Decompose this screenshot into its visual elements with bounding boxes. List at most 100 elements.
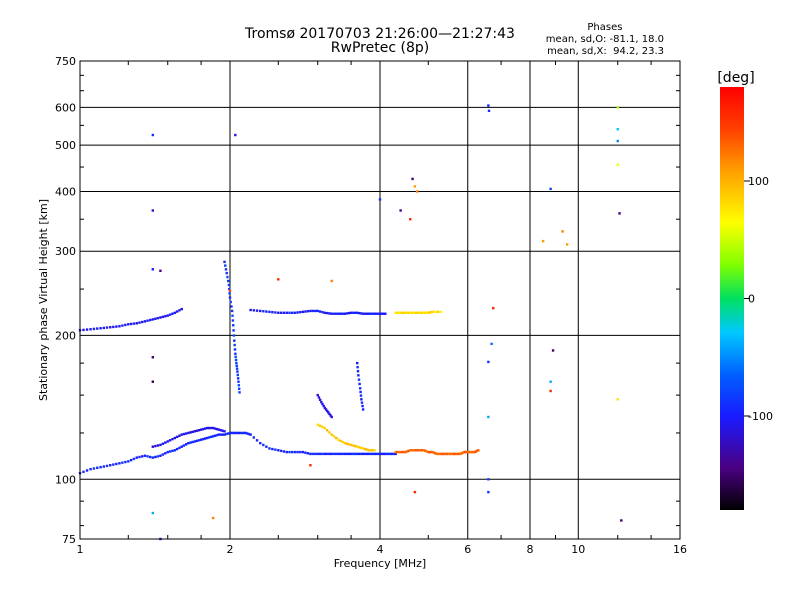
trace-point — [191, 440, 194, 444]
trace-point — [175, 435, 179, 439]
trace-point — [456, 452, 460, 456]
trace-point — [102, 326, 106, 330]
trace-point — [306, 452, 310, 455]
trace-point — [141, 455, 144, 458]
trace-point — [435, 452, 438, 456]
trace-point — [207, 436, 211, 439]
trace-point — [121, 461, 124, 464]
trace-point — [159, 443, 162, 447]
scatter-point — [228, 289, 232, 292]
trace-point — [164, 441, 167, 444]
trace-point — [309, 452, 312, 456]
trace-point — [405, 450, 409, 453]
trace-point — [367, 312, 371, 315]
trace-point — [337, 438, 340, 441]
scatter-point — [549, 380, 552, 383]
trace-point — [318, 424, 322, 428]
trace-point — [226, 432, 230, 435]
trace-point — [228, 292, 231, 295]
trace-point — [135, 456, 138, 459]
trace-point — [329, 414, 332, 417]
trace-point — [228, 287, 231, 291]
trace-point — [330, 415, 333, 419]
trace-point — [365, 448, 369, 451]
trace-point — [156, 444, 160, 447]
trace-point — [410, 449, 413, 452]
trace-point — [171, 449, 174, 453]
trace-point — [244, 431, 247, 435]
trace-point — [401, 311, 404, 314]
trace-point — [224, 264, 227, 267]
trace-point — [363, 452, 367, 456]
trace-point — [323, 406, 327, 410]
phase-statistics: Phases mean, sd,O: -81.1, 18.0 mean, sd,… — [546, 22, 664, 58]
trace-point — [189, 441, 192, 444]
trace-point — [232, 431, 235, 435]
trace-point — [418, 449, 421, 452]
trace-point — [431, 450, 434, 454]
trace-point — [209, 426, 213, 430]
trace-point — [211, 435, 215, 438]
trace-point — [413, 449, 417, 452]
trace-point — [392, 452, 396, 456]
scatter-point — [561, 230, 564, 233]
trace-point — [415, 311, 418, 314]
trace-point — [325, 311, 329, 315]
trace-point — [234, 358, 238, 362]
trace-point — [347, 311, 351, 315]
trace-point — [396, 311, 399, 314]
trace-point — [178, 309, 181, 312]
trace-point — [428, 311, 431, 314]
trace-point — [259, 441, 262, 445]
trace-point — [227, 283, 231, 287]
trace-point — [450, 452, 453, 456]
trace-point — [452, 452, 456, 456]
trace-point — [324, 408, 328, 411]
trace-point — [347, 452, 351, 456]
trace-point — [236, 377, 240, 380]
trace-point — [341, 312, 344, 315]
trace-point — [355, 445, 359, 448]
trace-point — [242, 431, 246, 435]
trace-point — [296, 450, 299, 454]
trace-point — [143, 320, 147, 323]
trace-point — [427, 311, 430, 314]
trace-point — [228, 431, 232, 435]
trace-point — [193, 430, 197, 433]
trace-point — [234, 352, 237, 356]
trace-point — [309, 309, 312, 313]
trace-point — [320, 400, 323, 404]
x-tick-label: 2 — [227, 543, 234, 556]
scatter-point — [413, 490, 417, 494]
trace-point — [402, 450, 406, 454]
trace-point — [224, 268, 228, 271]
trace-point — [351, 452, 355, 456]
trace-point — [151, 445, 155, 448]
colorbar-tick-label: 0 — [748, 293, 755, 306]
x-axis-ticks: 1 2 4 6 8 10 16 — [77, 61, 687, 556]
y-tick-label: 300 — [55, 245, 76, 258]
stats-title: Phases — [587, 22, 623, 33]
plot-frame — [79, 60, 681, 540]
trace-point — [317, 396, 321, 399]
trace-point — [369, 452, 372, 456]
trace-point — [421, 311, 424, 314]
scatter-point — [151, 380, 155, 383]
trace-point — [232, 324, 235, 327]
chart-title: Tromsø 20170703 21:26:00—21:27:43 — [245, 26, 515, 42]
colorbar-title: [deg] — [717, 70, 754, 86]
grid-lines — [80, 61, 680, 539]
trace-point — [109, 326, 112, 329]
trace-point — [351, 311, 355, 314]
trace-point — [328, 452, 331, 456]
trace-point — [164, 452, 167, 455]
scatter-point — [151, 133, 155, 137]
trace-point — [151, 318, 155, 321]
trace-point — [237, 431, 241, 435]
trace-point — [301, 450, 305, 454]
trace-point — [173, 311, 177, 314]
stats-x-mode: mean, sd,X: 94.2, 23.3 — [547, 46, 664, 57]
trace-point — [328, 312, 331, 315]
trace-point — [405, 311, 409, 314]
trace-point — [449, 452, 452, 456]
